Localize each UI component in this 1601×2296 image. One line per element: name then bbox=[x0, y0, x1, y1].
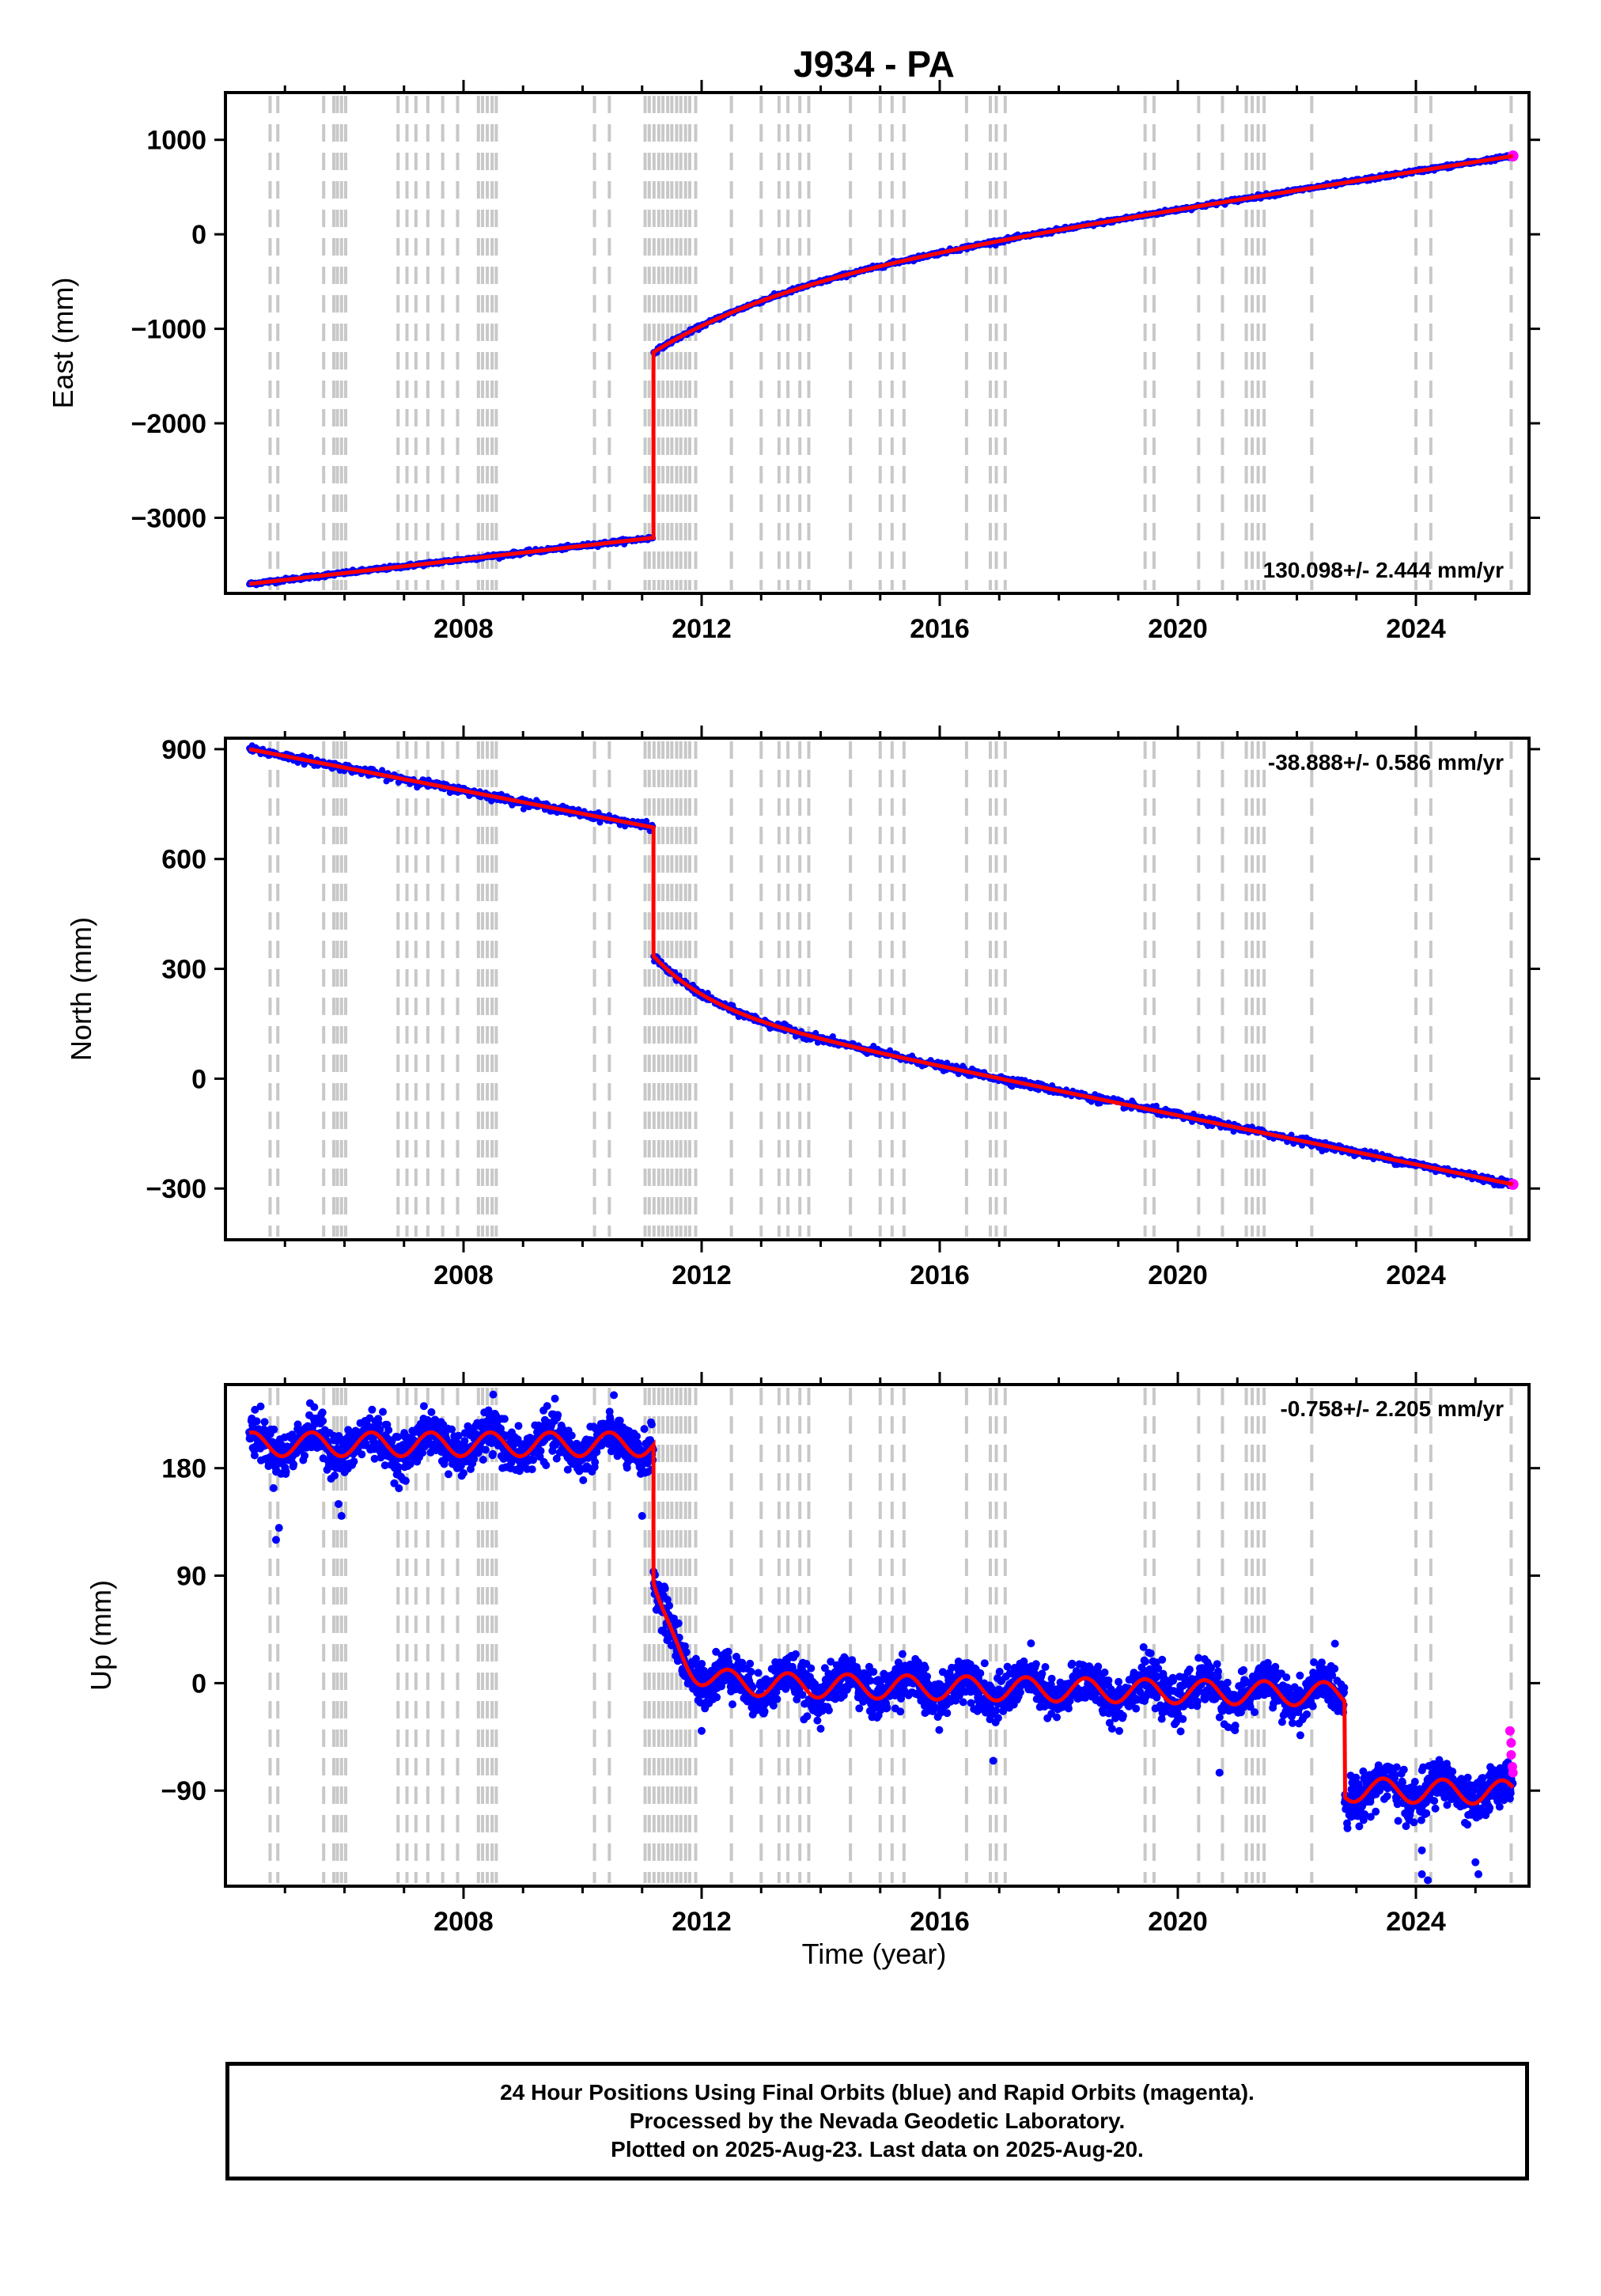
y-tick-label-east-0: 1000 bbox=[146, 126, 206, 156]
x-tick-label-north-0: 2008 bbox=[433, 1260, 494, 1290]
plot-frame-east bbox=[224, 91, 1531, 595]
x-tick-label-east-2: 2016 bbox=[910, 614, 970, 644]
data-point-up-968 bbox=[591, 1458, 600, 1467]
y-tick-label-east-4: −3000 bbox=[131, 503, 207, 533]
x-tick-label-east-1: 2012 bbox=[672, 614, 732, 644]
data-point-up-15 bbox=[250, 1451, 259, 1460]
data-point-up-682 bbox=[489, 1449, 497, 1458]
data-point-up-903 bbox=[567, 1431, 576, 1440]
data-point-up-239 bbox=[331, 1472, 339, 1480]
data-point-up-935 bbox=[579, 1476, 588, 1484]
data-point-up-206 bbox=[319, 1417, 327, 1425]
data-point-up-558 bbox=[445, 1470, 452, 1479]
series-points-up bbox=[245, 1390, 1518, 1885]
y-axis-label-east: East (mm) bbox=[47, 278, 79, 409]
data-point-up-683 bbox=[489, 1390, 498, 1399]
data-point-up-103 bbox=[282, 1468, 290, 1476]
data-point-up-831 bbox=[542, 1461, 551, 1469]
data-point-up-293 bbox=[350, 1457, 358, 1466]
panel-north: 2008 2012 2016 2020 2024 900 600 300 0 −300 Nort… bbox=[65, 726, 1540, 1290]
data-point-up-834 bbox=[543, 1402, 551, 1411]
y-tick-label-north-3: 0 bbox=[191, 1064, 206, 1094]
data-point-up-603 bbox=[460, 1437, 469, 1445]
data-point-up-21 bbox=[252, 1417, 261, 1426]
data-point-up-205 bbox=[318, 1408, 327, 1417]
data-point-up-795 bbox=[529, 1456, 537, 1464]
data-point-up-600 bbox=[460, 1468, 467, 1477]
data-point-up-856 bbox=[551, 1394, 559, 1403]
event-lines-east bbox=[268, 96, 1513, 590]
y-tick-label-north-0: 900 bbox=[161, 735, 206, 765]
data-point-up-438 bbox=[401, 1476, 410, 1485]
data-point-up-419 bbox=[395, 1484, 403, 1493]
chart-title: J934 - PA bbox=[793, 44, 955, 85]
data-point-up-43 bbox=[260, 1418, 269, 1426]
data-point-up-1127 bbox=[647, 1420, 656, 1429]
rate-label-north: -38.888+/- 0.586 mm/yr bbox=[1268, 750, 1504, 775]
data-point-up-69 bbox=[270, 1425, 278, 1434]
data-point-up-1085 bbox=[633, 1432, 641, 1441]
x-tick-label-north-1: 2012 bbox=[672, 1260, 732, 1290]
data-point-up-1058 bbox=[623, 1464, 631, 1472]
series-points-east bbox=[246, 150, 1519, 589]
y-axis-label-north: North (mm) bbox=[65, 917, 97, 1061]
y-tick-label-east-2: −1000 bbox=[131, 315, 207, 345]
data-point-up-489 bbox=[419, 1402, 428, 1411]
data-point-up-754 bbox=[514, 1422, 523, 1430]
data-point-up-816 bbox=[536, 1446, 545, 1455]
panel-east: 2008 2012 2016 2020 2024 1000 0 −1000 −2000 −300… bbox=[47, 80, 1540, 644]
data-point-up-155 bbox=[301, 1451, 309, 1460]
data-point-up-864 bbox=[554, 1411, 562, 1419]
plot-frame-north bbox=[224, 737, 1531, 1241]
x-tick-label-north-3: 2020 bbox=[1148, 1260, 1208, 1290]
y-tick-label-east-3: −2000 bbox=[131, 409, 207, 439]
y-tick-label-east-1: 0 bbox=[191, 220, 206, 250]
data-point-up-662 bbox=[482, 1445, 490, 1454]
data-point-up-655 bbox=[479, 1456, 487, 1464]
x-tick-label-east-3: 2020 bbox=[1148, 614, 1208, 644]
x-tick-label-north-4: 2024 bbox=[1386, 1260, 1446, 1290]
y-tick-label-north-4: −300 bbox=[146, 1174, 206, 1204]
data-point-up-32 bbox=[256, 1402, 265, 1411]
y-axis-north: 900 600 300 0 −300 bbox=[146, 735, 1540, 1204]
data-point-up-390 bbox=[384, 1426, 393, 1434]
data-point-up-68 bbox=[269, 1483, 278, 1492]
x-tick-label-east-4: 2024 bbox=[1386, 614, 1446, 644]
data-point-up-792 bbox=[528, 1465, 536, 1474]
data-point-up-567 bbox=[448, 1425, 456, 1434]
data-point-up-510 bbox=[427, 1408, 436, 1416]
data-point-up-1021 bbox=[610, 1391, 619, 1400]
y-tick-label-north-1: 600 bbox=[161, 845, 206, 875]
data-point-up-1106 bbox=[640, 1425, 649, 1434]
data-point-up-715 bbox=[500, 1415, 509, 1423]
series-points-north bbox=[246, 742, 1519, 1191]
x-tick-label-east-0: 2008 bbox=[433, 614, 494, 644]
data-point-up-124 bbox=[290, 1460, 298, 1468]
y-tick-label-north-2: 300 bbox=[161, 955, 206, 985]
data-point-up-374 bbox=[379, 1408, 387, 1416]
data-point-up-182 bbox=[310, 1403, 319, 1411]
data-point-up-315 bbox=[358, 1450, 366, 1459]
data-point-up-344 bbox=[368, 1405, 377, 1414]
x-tick-label-north-2: 2016 bbox=[910, 1260, 970, 1290]
event-lines-north bbox=[268, 741, 1513, 1237]
rate-label-east: 130.098+/- 2.444 mm/yr bbox=[1263, 558, 1504, 582]
